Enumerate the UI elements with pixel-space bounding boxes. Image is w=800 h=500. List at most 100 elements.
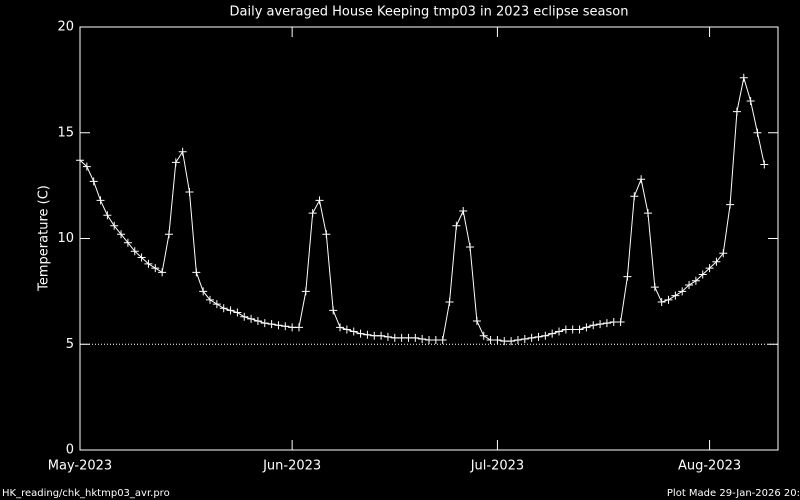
y-tick-label: 15 — [57, 125, 74, 140]
data-point — [397, 333, 406, 342]
data-point — [466, 242, 475, 251]
data-point — [301, 287, 310, 296]
data-point — [507, 337, 516, 346]
chart-title: Daily averaged House Keeping tmp03 in 20… — [230, 5, 629, 20]
data-point — [151, 264, 160, 273]
data-point — [89, 177, 98, 186]
data-point — [664, 295, 673, 304]
data-point — [130, 247, 139, 256]
data-point — [698, 270, 707, 279]
data-point — [753, 128, 762, 137]
data-point — [493, 336, 502, 345]
y-tick-label: 5 — [66, 337, 74, 352]
data-point — [445, 297, 454, 306]
data-point — [329, 306, 338, 315]
data-point — [199, 287, 208, 296]
data-point — [137, 253, 146, 262]
data-point — [705, 264, 714, 273]
data-point — [123, 238, 132, 247]
data-point — [206, 295, 215, 304]
data-point — [103, 211, 112, 220]
data-point — [534, 332, 543, 341]
x-tick-label: Jun-2023 — [262, 459, 321, 474]
data-point — [719, 249, 728, 258]
data-point — [390, 333, 399, 342]
data-point — [691, 276, 700, 285]
data-point — [164, 230, 173, 239]
data-point — [561, 325, 570, 334]
data-point — [144, 259, 153, 268]
x-tick-label: May-2023 — [48, 459, 112, 474]
data-point — [253, 316, 262, 325]
y-tick-label: 20 — [57, 20, 74, 35]
x-tick-label: Jul-2023 — [470, 459, 524, 474]
data-point — [513, 336, 522, 345]
data-point — [226, 306, 235, 315]
data-point — [96, 196, 105, 205]
data-point — [82, 162, 91, 171]
data-point — [322, 230, 331, 239]
data-point — [383, 332, 392, 341]
data-point — [500, 337, 509, 346]
data-point — [233, 308, 242, 317]
data-point — [404, 333, 413, 342]
data-point — [596, 320, 605, 329]
y-tick-label: 0 — [66, 443, 74, 458]
data-point — [342, 325, 351, 334]
data-point — [240, 312, 249, 321]
data-point — [315, 196, 324, 205]
data-point — [582, 323, 591, 332]
y-tick-label: 10 — [57, 231, 74, 246]
data-point — [349, 327, 358, 336]
data-point — [602, 319, 611, 328]
footer-right: Plot Made 29-Jan-2026 20: — [667, 488, 800, 499]
plot-frame — [79, 26, 779, 451]
data-point — [657, 297, 666, 306]
data-point — [527, 333, 536, 342]
data-point — [459, 207, 468, 216]
data-point — [609, 318, 618, 327]
data-point — [212, 300, 221, 309]
data-point — [555, 327, 564, 336]
data-point — [637, 175, 646, 184]
data-point — [171, 158, 180, 167]
data-point — [356, 329, 365, 338]
data-point — [281, 322, 290, 331]
data-point — [76, 156, 84, 165]
data-point — [247, 314, 256, 323]
data-point — [541, 331, 550, 340]
data-point — [219, 304, 228, 313]
data-point — [363, 330, 372, 339]
data-point — [746, 97, 755, 106]
x-tick-label: Aug-2023 — [678, 459, 741, 474]
data-point — [548, 329, 557, 338]
y-axis-label: Temperature (C) — [37, 185, 52, 292]
data-point — [726, 200, 735, 209]
data-point — [643, 209, 652, 218]
data-point — [288, 323, 297, 332]
data-point — [117, 230, 126, 239]
data-point — [178, 147, 187, 156]
data-point — [616, 318, 625, 327]
data-point — [308, 209, 317, 218]
data-point — [158, 268, 167, 277]
data-point — [486, 336, 495, 345]
data-point — [575, 325, 584, 334]
data-point — [336, 323, 345, 332]
data-point — [712, 257, 721, 266]
data-point — [438, 336, 447, 345]
data-point — [260, 319, 269, 328]
data-point — [472, 316, 481, 325]
data-point — [274, 321, 283, 330]
data-point — [452, 221, 461, 230]
data-point — [630, 192, 639, 201]
data-point — [370, 331, 379, 340]
data-point — [678, 287, 687, 296]
data-point — [685, 281, 694, 290]
data-point — [650, 283, 659, 292]
data-point — [520, 334, 529, 343]
data-point — [294, 323, 303, 332]
data-point — [760, 160, 769, 169]
data-point — [192, 268, 201, 277]
